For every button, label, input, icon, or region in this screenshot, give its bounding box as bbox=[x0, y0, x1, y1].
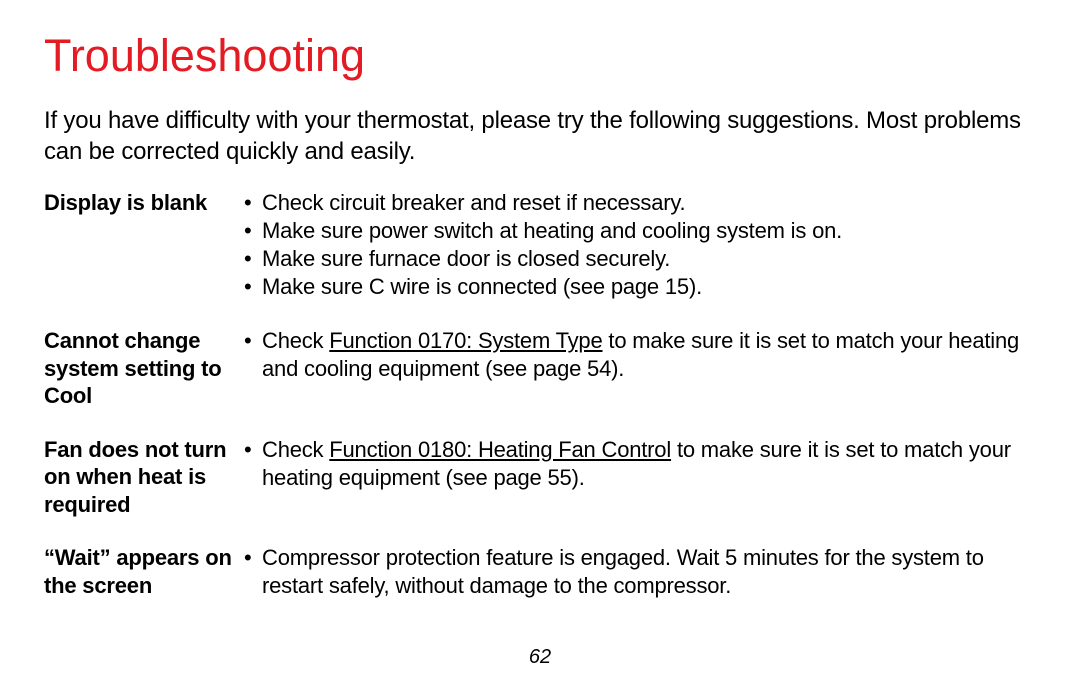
issue-solutions: Check Function 0180: Heating Fan Control… bbox=[244, 436, 1036, 492]
intro-paragraph: If you have difficulty with your thermos… bbox=[44, 106, 1036, 167]
issue-label: Fan does not turn on when heat is requir… bbox=[44, 436, 244, 519]
table-row: Fan does not turn on when heat is requir… bbox=[44, 436, 1036, 519]
issue-solutions: Compressor protection feature is engaged… bbox=[244, 544, 1036, 600]
list-item: Check Function 0170: System Type to make… bbox=[244, 327, 1036, 383]
table-row: “Wait” appears on the screen Compressor … bbox=[44, 544, 1036, 600]
table-row: Display is blank Check circuit breaker a… bbox=[44, 189, 1036, 301]
issue-solutions: Check circuit breaker and reset if neces… bbox=[244, 189, 1036, 301]
issue-solutions: Check Function 0170: System Type to make… bbox=[244, 327, 1036, 383]
manual-page: Troubleshooting If you have difficulty w… bbox=[0, 0, 1080, 687]
list-item: Compressor protection feature is engaged… bbox=[244, 544, 1036, 600]
list-item: Make sure power switch at heating and co… bbox=[244, 217, 1036, 245]
page-title: Troubleshooting bbox=[44, 30, 1036, 82]
page-number: 62 bbox=[0, 646, 1080, 669]
issue-label: Display is blank bbox=[44, 189, 244, 217]
list-item: Check Function 0180: Heating Fan Control… bbox=[244, 436, 1036, 492]
table-row: Cannot change system setting to Cool Che… bbox=[44, 327, 1036, 410]
troubleshooting-table: Display is blank Check circuit breaker a… bbox=[44, 189, 1036, 600]
issue-label: Cannot change system setting to Cool bbox=[44, 327, 244, 410]
list-item: Make sure furnace door is closed securel… bbox=[244, 245, 1036, 273]
list-item: Make sure C wire is connected (see page … bbox=[244, 273, 1036, 301]
function-reference: Function 0180: Heating Fan Control bbox=[329, 437, 671, 462]
list-item: Check circuit breaker and reset if neces… bbox=[244, 189, 1036, 217]
function-reference: Function 0170: System Type bbox=[329, 328, 602, 353]
issue-label: “Wait” appears on the screen bbox=[44, 544, 244, 599]
